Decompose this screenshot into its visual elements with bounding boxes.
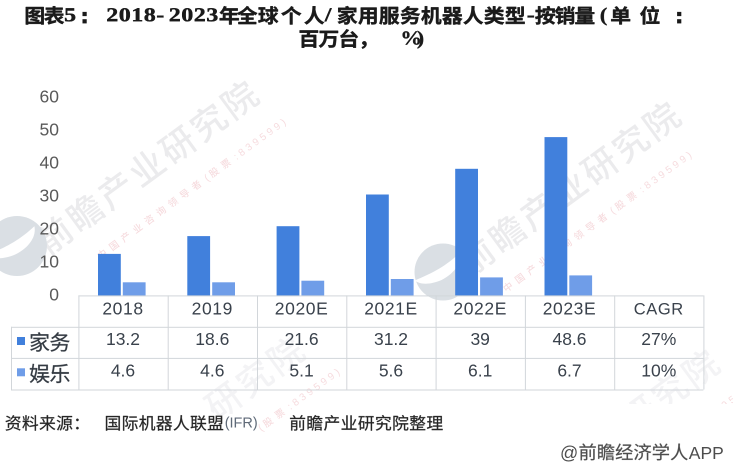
svg-text::839599): :839599) xyxy=(638,148,697,195)
svg-text:2018: 2018 xyxy=(102,299,143,319)
svg-text:39: 39 xyxy=(470,329,489,349)
svg-text:5.1: 5.1 xyxy=(289,361,313,381)
svg-text:2022E: 2022E xyxy=(453,299,507,319)
svg-text:6.7: 6.7 xyxy=(557,361,581,381)
svg-text:2019: 2019 xyxy=(192,299,233,319)
svg-text:2021E: 2021E xyxy=(364,299,418,319)
svg-text:6.1: 6.1 xyxy=(468,361,492,381)
svg-text:@: @ xyxy=(560,443,578,463)
svg-text:4.6: 4.6 xyxy=(200,361,224,381)
svg-text:20: 20 xyxy=(40,219,60,239)
svg-text:APP: APP xyxy=(689,443,724,463)
svg-text:10%: 10% xyxy=(641,361,676,381)
svg-text:30: 30 xyxy=(40,186,60,206)
svg-text:18.6: 18.6 xyxy=(195,329,229,349)
svg-text:50: 50 xyxy=(40,120,60,140)
svg-text:13.2: 13.2 xyxy=(106,329,140,349)
svg-text:21.6: 21.6 xyxy=(285,329,319,349)
svg-text:10: 10 xyxy=(40,252,60,272)
svg-text:(: ( xyxy=(202,173,212,184)
svg-text:27%: 27% xyxy=(641,329,676,349)
svg-text::839599): :839599) xyxy=(701,378,733,425)
svg-text:0: 0 xyxy=(49,285,59,305)
svg-text:CAGR: CAGR xyxy=(634,301,684,319)
svg-text:(: ( xyxy=(256,423,266,434)
svg-text:2020E: 2020E xyxy=(275,299,329,319)
svg-text:(: ( xyxy=(608,206,618,217)
svg-text::839599): :839599) xyxy=(232,115,291,162)
svg-text:60: 60 xyxy=(40,87,60,107)
svg-text:40: 40 xyxy=(40,153,60,173)
svg-text:4.6: 4.6 xyxy=(111,361,135,381)
svg-text:5.6: 5.6 xyxy=(379,361,403,381)
svg-text:31.2: 31.2 xyxy=(374,329,408,349)
svg-text:(IFR): (IFR) xyxy=(225,416,258,432)
svg-text:48.6: 48.6 xyxy=(552,329,586,349)
svg-text:2023E: 2023E xyxy=(543,299,597,319)
